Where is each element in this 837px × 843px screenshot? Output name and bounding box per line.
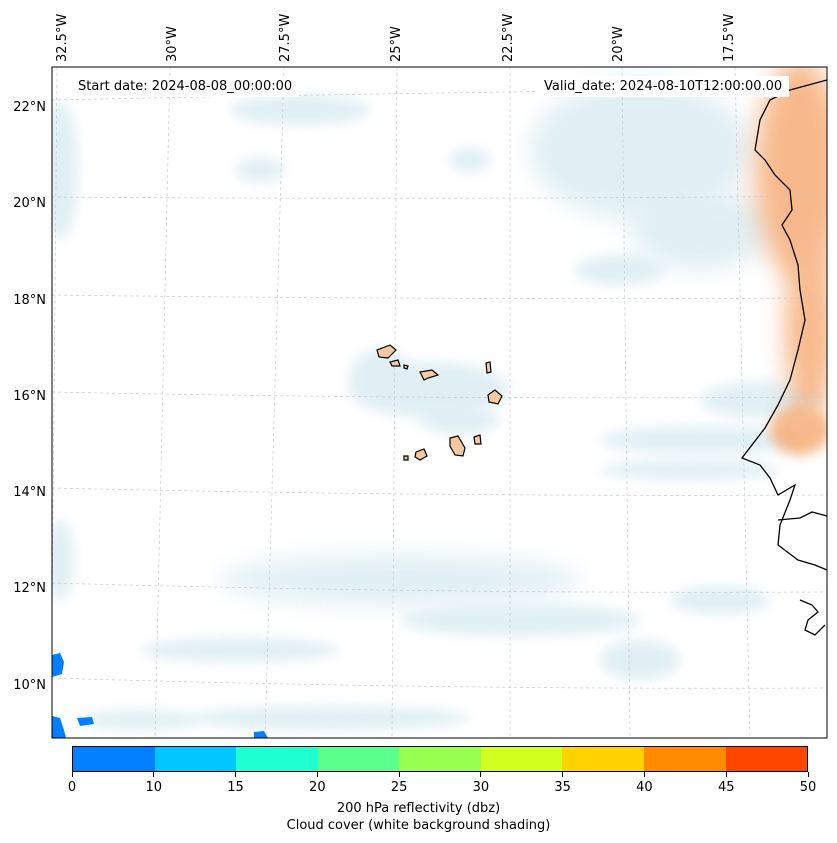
colorbar-tick-mark xyxy=(71,772,73,777)
island-sal xyxy=(485,361,492,374)
colorbar-tick-label: 10 xyxy=(145,780,163,795)
lat-label: 12°N xyxy=(13,581,46,596)
reflectivity-cell xyxy=(254,731,268,738)
island-sao-vicente xyxy=(389,359,401,367)
island-santiago xyxy=(449,435,466,457)
colorbar-tick-mark xyxy=(725,772,727,777)
lat-label: 14°N xyxy=(13,485,46,500)
colorbar-tick-mark xyxy=(153,772,155,777)
lat-labels: 22°N 20°N 18°N 16°N 14°N 12°N 10°N xyxy=(13,100,46,693)
colorbar-label-line2: Cloud cover (white background shading) xyxy=(286,818,551,833)
colorbar-label: 200 hPa reflectivity (dbz) Cloud cover (… xyxy=(0,800,837,834)
island-brava xyxy=(403,455,409,461)
colorbar-tick-mark xyxy=(562,772,564,777)
start-date-label: Start date: 2024-08-08_00:00:00 xyxy=(71,76,300,97)
colorbar-tick-mark xyxy=(316,772,318,777)
cape-verde-islands xyxy=(376,344,503,461)
valid-date-label: Valid_date: 2024-08-10T12:00:00.00 xyxy=(537,76,790,97)
lat-label: 20°N xyxy=(13,196,46,211)
colorbar xyxy=(72,746,808,772)
island-boa-vista xyxy=(487,389,503,405)
lat-label: 10°N xyxy=(13,678,46,693)
lat-label: 22°N xyxy=(13,100,46,115)
colorbar-segment xyxy=(317,747,400,771)
colorbar-label-line1: 200 hPa reflectivity (dbz) xyxy=(336,801,501,816)
lon-label: 27.5°W xyxy=(278,14,293,62)
colorbar-segment xyxy=(725,747,808,771)
lat-label: 18°N xyxy=(13,293,46,308)
island-fogo xyxy=(414,448,428,461)
colorbar-tick-label: 20 xyxy=(309,780,326,795)
colorbar-segment xyxy=(643,747,726,771)
reflectivity-layer xyxy=(52,653,268,738)
island-santa-luzia xyxy=(403,364,409,370)
lon-label: 32.5°W xyxy=(55,14,70,62)
colorbar-tick-label: 35 xyxy=(554,780,571,795)
graticule xyxy=(52,67,827,738)
lon-label: 20°W xyxy=(611,26,626,62)
colorbar-tick-mark xyxy=(807,772,809,777)
lat-label: 16°N xyxy=(13,389,46,404)
colorbar-segment xyxy=(154,747,237,771)
lon-labels: 32.5°W 30°W 27.5°W 25°W 22.5°W 20°W 17.5… xyxy=(55,14,737,62)
reflectivity-cell xyxy=(77,717,94,726)
reflectivity-cell xyxy=(52,653,64,677)
island-sao-nicolau xyxy=(419,369,440,381)
colorbar-tick-mark xyxy=(643,772,645,777)
colorbar-tick-mark xyxy=(398,772,400,777)
lon-label: 17.5°W xyxy=(722,14,737,62)
colorbar-tick-label: 0 xyxy=(67,780,77,795)
colorbar-segment xyxy=(562,747,644,771)
colorbar-segment xyxy=(399,747,481,771)
colorbar-tick-label: 25 xyxy=(390,780,408,795)
lon-label: 25°W xyxy=(389,26,404,62)
colorbar-tick-label: 15 xyxy=(227,780,244,795)
colorbar-tick-label: 40 xyxy=(636,780,653,795)
lon-label: 22.5°W xyxy=(501,14,516,62)
coastline xyxy=(740,79,827,636)
island-maio xyxy=(473,434,482,445)
map-frame xyxy=(51,66,828,739)
colorbar-segment xyxy=(480,747,563,771)
colorbar-tick-label: 45 xyxy=(717,780,735,795)
colorbar-tick-mark xyxy=(235,772,237,777)
reflectivity-cell xyxy=(52,716,66,738)
colorbar-tick-label: 30 xyxy=(472,780,490,795)
island-santo-antao xyxy=(376,344,397,359)
colorbar-segment xyxy=(73,747,155,771)
colorbar-ticks: 0 10 15 20 25 30 35 40 45 50 xyxy=(68,772,816,802)
land-warm-layer xyxy=(755,67,827,455)
colorbar-tick-mark xyxy=(480,772,482,777)
colorbar-tick-label: 50 xyxy=(799,780,817,795)
colorbar-segment xyxy=(236,747,318,771)
lon-label: 30°W xyxy=(165,26,180,62)
